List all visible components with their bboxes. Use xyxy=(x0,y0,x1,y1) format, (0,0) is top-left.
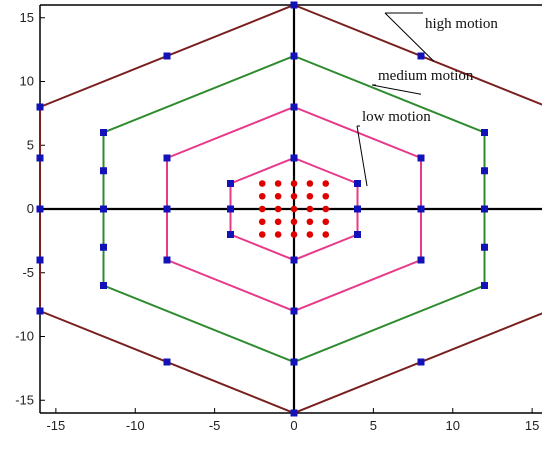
medium-label: medium motion xyxy=(378,68,474,84)
low-search-point xyxy=(418,257,425,264)
low-search-point xyxy=(164,257,171,264)
center-search-point xyxy=(354,231,361,238)
high-search-point xyxy=(37,308,44,315)
center-search-point xyxy=(291,155,298,162)
center-search-point xyxy=(307,218,314,225)
center-search-point xyxy=(322,180,329,187)
center-search-point xyxy=(227,206,234,213)
medium-search-point xyxy=(100,167,107,174)
medium-search-point xyxy=(291,53,298,60)
center-search-point xyxy=(275,180,282,187)
low-search-point xyxy=(418,155,425,162)
center-search-point xyxy=(275,193,282,200)
low-search-point xyxy=(291,104,298,111)
medium-search-point xyxy=(481,129,488,136)
center-search-point xyxy=(354,180,361,187)
y-tick-label: 5 xyxy=(27,137,34,152)
center-search-point xyxy=(259,180,266,187)
y-tick-label: -10 xyxy=(15,329,34,344)
center-search-point xyxy=(291,231,298,238)
low-label: low motion xyxy=(362,109,431,125)
low-search-point xyxy=(164,206,171,213)
low-search-point xyxy=(291,308,298,315)
center-search-point xyxy=(307,193,314,200)
center-search-point xyxy=(354,206,361,213)
center-search-point xyxy=(259,206,266,213)
high-search-point xyxy=(37,257,44,264)
y-tick-label: -15 xyxy=(15,392,34,407)
center-search-point xyxy=(322,218,329,225)
center-search-point xyxy=(227,231,234,238)
medium-search-point xyxy=(481,244,488,251)
center-search-point xyxy=(291,218,298,225)
center-search-point xyxy=(227,180,234,187)
center-search-point xyxy=(259,193,266,200)
x-tick-label: 10 xyxy=(446,418,460,433)
high-search-point xyxy=(418,359,425,366)
center-search-point xyxy=(291,206,298,213)
high-search-point xyxy=(164,359,171,366)
center-search-point xyxy=(259,231,266,238)
center-search-point xyxy=(307,206,314,213)
medium-search-point xyxy=(100,282,107,289)
medium-search-point xyxy=(100,129,107,136)
center-search-point xyxy=(291,193,298,200)
x-tick-label: -10 xyxy=(126,418,145,433)
center-search-point xyxy=(291,257,298,264)
medium-search-point xyxy=(291,359,298,366)
center-search-point xyxy=(275,206,282,213)
y-tick-label: 0 xyxy=(27,201,34,216)
high-search-point xyxy=(164,53,171,60)
medium-search-point xyxy=(100,244,107,251)
high-search-point xyxy=(418,53,425,60)
center-search-point xyxy=(322,231,329,238)
high-label: high motion xyxy=(425,16,498,32)
x-tick-label: 5 xyxy=(370,418,377,433)
x-tick-label: 0 xyxy=(290,418,297,433)
high-search-point xyxy=(291,410,298,417)
medium-search-point xyxy=(100,206,107,213)
center-search-point xyxy=(322,206,329,213)
center-search-point xyxy=(291,180,298,187)
medium-search-point xyxy=(481,206,488,213)
center-search-point xyxy=(275,218,282,225)
high-search-point xyxy=(291,2,298,9)
center-search-point xyxy=(307,231,314,238)
center-search-point xyxy=(259,218,266,225)
x-tick-label: 15 xyxy=(525,418,539,433)
y-tick-label: -5 xyxy=(22,265,34,280)
center-search-point xyxy=(322,193,329,200)
center-search-point xyxy=(307,180,314,187)
high-search-point xyxy=(37,206,44,213)
y-tick-label: 15 xyxy=(20,10,34,25)
medium-search-point xyxy=(481,167,488,174)
x-tick-label: -5 xyxy=(209,418,221,433)
center-search-point xyxy=(275,231,282,238)
medium-search-point xyxy=(481,282,488,289)
low-search-point xyxy=(164,155,171,162)
y-tick-label: 10 xyxy=(20,74,34,89)
x-tick-label: -15 xyxy=(46,418,65,433)
high-search-point xyxy=(37,155,44,162)
low-search-point xyxy=(418,206,425,213)
high-search-point xyxy=(37,104,44,111)
